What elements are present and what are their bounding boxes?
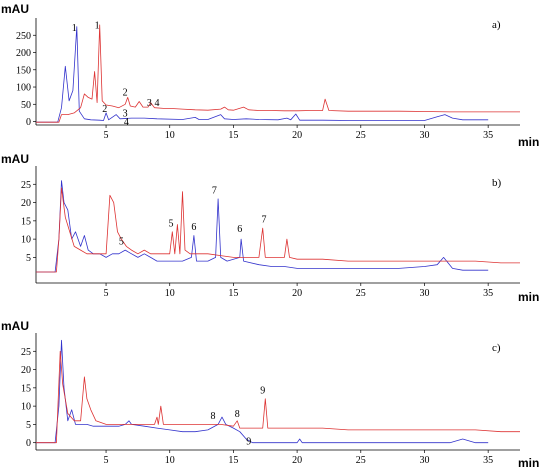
panel-b-trace-blue — [36, 180, 489, 273]
panel-b-xtick-label-4: 25 — [356, 288, 366, 299]
panel-c-peak-label-3: 9 — [246, 437, 251, 448]
panel-b-ticks: 5 10 15 20 25 30 35 5 10 15 20 25 — [21, 180, 493, 299]
panel-a-peak-label-1: 1 — [95, 20, 100, 31]
panel-a-xtick-label-5: 30 — [419, 130, 429, 141]
panel-a-ytick-label-4: 200 — [16, 48, 31, 59]
panel-a-xtick-label-2: 15 — [228, 130, 238, 141]
panel-a-peak-label-3: 2 — [102, 104, 107, 115]
panel-c: mAU c) 5 10 15 20 25 30 35 0 5 10 15 20 25 8 8 9 9 min — [1, 319, 539, 470]
panel-c-ytick-label-1: 5 — [26, 420, 31, 431]
panel-a-peak-label-2: 2 — [123, 88, 128, 99]
panel-b-xtick-label-2: 15 — [228, 288, 238, 299]
panel-b-peak-label-5: 7 — [261, 215, 266, 226]
panel-a-peak-label-5: 4 — [155, 98, 160, 109]
panel-c-ytick-label-4: 20 — [21, 365, 31, 376]
panel-a-xlabel: min — [518, 135, 539, 149]
panel-c-ytick-label-2: 10 — [21, 402, 31, 413]
panel-b-label: b) — [492, 177, 502, 189]
panel-a-peak-label-6: 3 — [123, 109, 128, 120]
panel-a-peak-label-4: 3 — [147, 98, 152, 109]
panel-c-peak-label-0: 8 — [211, 411, 216, 422]
panel-b-peak-label-0: 5 — [119, 237, 124, 248]
panel-b-peak-label-3: 6 — [237, 224, 242, 235]
panel-c-xtick-label-0: 5 — [104, 455, 109, 466]
panel-b-xtick-label-0: 5 — [104, 288, 109, 299]
panel-c-ytick-label-5: 25 — [21, 347, 31, 358]
panel-c-peak-label-1: 8 — [235, 409, 240, 420]
panel-a-ytick-label-0: 0 — [26, 117, 31, 128]
panel-b-traces — [36, 180, 520, 273]
panel-a-xtick-label-1: 10 — [165, 130, 175, 141]
panel-a-peak-label-0: 1 — [72, 23, 77, 34]
panel-b-peak-label-4: 7 — [212, 185, 217, 196]
panel-c-annotations: 8 8 9 9 — [211, 385, 266, 447]
panel-b-xlabel: min — [518, 290, 539, 304]
panel-b-xtick-label-5: 30 — [419, 288, 429, 299]
panel-b-ytick-label-1: 10 — [21, 235, 31, 246]
panel-a-traces — [36, 24, 520, 123]
panel-c-xtick-label-5: 30 — [419, 455, 429, 466]
panel-c-traces — [36, 339, 520, 444]
panel-a-xtick-label-3: 20 — [292, 130, 302, 141]
panel-a-xtick-label-4: 25 — [356, 130, 366, 141]
panel-c-ytick-label-0: 0 — [26, 438, 31, 449]
panel-c-label: c) — [492, 342, 501, 354]
panel-b-peak-label-2: 6 — [191, 222, 196, 233]
panel-a-label: a) — [492, 19, 501, 31]
panel-a-trace-blue — [36, 26, 489, 123]
panel-b-xtick-label-3: 20 — [292, 288, 302, 299]
panel-c-ticks: 5 10 15 20 25 30 35 0 5 10 15 20 25 — [21, 347, 493, 466]
panel-b-trace-red — [36, 187, 520, 273]
panel-b: mAU b) 5 10 15 20 25 30 35 5 10 15 20 25 5 5 6 6 7 7 min — [1, 152, 539, 304]
panel-c-xtick-label-3: 20 — [292, 455, 302, 466]
panel-b-ytick-label-3: 20 — [21, 198, 31, 209]
panel-b-ytick-label-2: 15 — [21, 216, 31, 227]
panel-c-xlabel: min — [518, 456, 539, 470]
panel-a-ytick-label-2: 100 — [16, 83, 31, 94]
panel-c-xtick-label-4: 25 — [356, 455, 366, 466]
panel-b-ylabel: mAU — [1, 152, 29, 166]
panel-b-peak-label-1: 5 — [169, 218, 174, 229]
panel-c-ytick-label-3: 15 — [21, 383, 31, 394]
panel-c-peak-label-2: 9 — [260, 385, 265, 396]
panel-a: mAU a) 5 10 15 20 25 30 35 0 50 100 150 200 250 1 1 2 2… — [1, 2, 539, 149]
panel-a-xtick-label-6: 35 — [483, 130, 493, 141]
panel-c-ylabel: mAU — [1, 319, 29, 333]
panel-c-trace-blue — [36, 339, 489, 444]
panel-b-xtick-label-1: 10 — [165, 288, 175, 299]
panel-b-ytick-label-4: 25 — [21, 180, 31, 191]
panel-a-trace-red — [36, 24, 520, 123]
panel-a-ylabel: mAU — [1, 2, 29, 16]
panel-a-ticks: 5 10 15 20 25 30 35 0 50 100 150 200 250 — [16, 31, 493, 141]
panel-c-trace-red — [36, 350, 520, 444]
panel-a-ytick-label-1: 50 — [21, 100, 31, 111]
panel-c-xtick-label-6: 35 — [483, 455, 493, 466]
panel-a-ytick-label-5: 250 — [16, 31, 31, 42]
panel-b-ytick-label-0: 5 — [26, 253, 31, 264]
panel-a-xtick-label-0: 5 — [104, 130, 109, 141]
panel-b-xtick-label-6: 35 — [483, 288, 493, 299]
panel-b-annotations: 5 5 6 6 7 7 — [119, 185, 267, 247]
panel-a-peak-label-7: 4 — [124, 117, 129, 128]
panel-a-ytick-label-3: 150 — [16, 65, 31, 76]
panel-c-xtick-label-2: 15 — [228, 455, 238, 466]
panel-c-xtick-label-1: 10 — [165, 455, 175, 466]
